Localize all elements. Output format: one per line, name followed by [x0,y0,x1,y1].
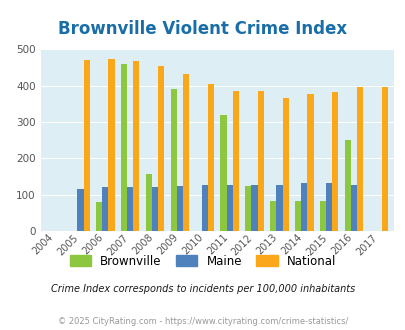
Bar [356,87,362,231]
Bar [307,94,313,231]
Bar [83,60,90,231]
Legend: Brownville, Maine, National: Brownville, Maine, National [65,250,340,273]
Bar [331,92,338,231]
Bar [325,183,331,231]
Bar [282,98,288,231]
Text: © 2025 CityRating.com - https://www.cityrating.com/crime-statistics/: © 2025 CityRating.com - https://www.city… [58,317,347,326]
Bar [269,201,276,231]
Text: Brownville Violent Crime Index: Brownville Violent Crime Index [58,20,347,38]
Bar [77,189,83,231]
Bar [133,61,139,231]
Bar [220,115,226,231]
Bar [226,185,232,231]
Bar [201,184,207,231]
Bar [127,187,133,231]
Bar [251,185,257,231]
Bar [294,201,301,231]
Bar [96,202,102,231]
Bar [170,89,176,231]
Bar [183,74,189,231]
Bar [151,187,158,231]
Bar [245,185,251,231]
Bar [344,140,350,231]
Bar [176,185,183,231]
Bar [257,90,263,231]
Bar [102,187,108,231]
Bar [207,84,213,231]
Bar [232,90,239,231]
Bar [108,59,114,231]
Bar [121,64,127,231]
Text: Crime Index corresponds to incidents per 100,000 inhabitants: Crime Index corresponds to incidents per… [51,284,354,294]
Bar [301,183,307,231]
Bar [145,174,151,231]
Bar [350,185,356,231]
Bar [158,66,164,231]
Bar [381,87,387,231]
Bar [276,185,282,231]
Bar [319,201,325,231]
